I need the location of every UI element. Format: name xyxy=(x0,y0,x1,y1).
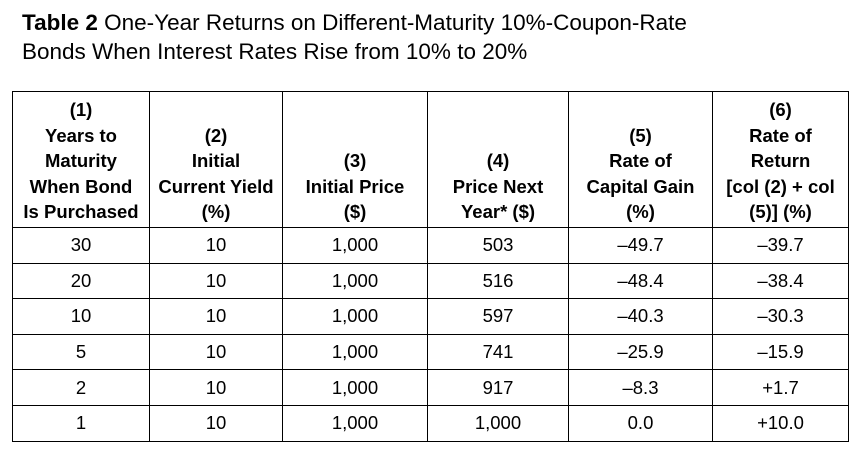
header-line: Return xyxy=(750,150,811,172)
header-line: Year* ($) xyxy=(460,201,536,223)
cell-years-to-maturity: 20 xyxy=(12,262,150,300)
cell-rate-of-return: –39.7 xyxy=(712,227,849,264)
cell-rate-of-return: +10.0 xyxy=(712,404,849,442)
header-row: (1) Years to Maturity When Bond Is Purch… xyxy=(12,91,849,228)
header-line: Maturity xyxy=(45,150,117,172)
cell-initial-price: 1,000 xyxy=(282,404,428,442)
header-line: Rate of xyxy=(609,150,672,172)
header-line: Price Next xyxy=(452,175,544,197)
cell-rate-of-capital-gain: –25.9 xyxy=(568,333,713,371)
cell-rate-of-capital-gain: –48.4 xyxy=(568,262,713,300)
header-line: (3) xyxy=(343,150,367,172)
title-line-2: Bonds When Interest Rates Rise from 10% … xyxy=(22,39,528,64)
title-line-1: Table 2 One-Year Returns on Different-Ma… xyxy=(22,8,687,37)
cell-initial-current-yield: 10 xyxy=(149,369,283,406)
header-line: (2) xyxy=(204,124,228,146)
cell-rate-of-capital-gain: 0.0 xyxy=(568,404,713,442)
cell-years-to-maturity: 10 xyxy=(12,298,150,335)
table-row: 30 10 1,000 503 –49.7 –39.7 xyxy=(12,227,849,264)
returns-table: (1) Years to Maturity When Bond Is Purch… xyxy=(12,91,849,442)
header-line: (5) xyxy=(629,124,652,146)
header-line: Is Purchased xyxy=(23,201,139,223)
header-line: Years to xyxy=(45,124,117,146)
table-body: 30 10 1,000 503 –49.7 –39.7 20 10 1,000 … xyxy=(12,227,849,442)
header-line: (5)] (%) xyxy=(749,201,812,223)
cell-years-to-maturity: 5 xyxy=(12,333,150,371)
header-years-to-maturity: (1) Years to Maturity When Bond Is Purch… xyxy=(12,91,150,228)
header-line: (1) xyxy=(69,99,93,121)
table-title: Table 2 One-Year Returns on Different-Ma… xyxy=(22,8,687,66)
header-line: Capital Gain xyxy=(586,175,695,197)
header-price-next-year: (4) Price Next Year* ($) xyxy=(427,91,569,228)
cell-price-next-year: 516 xyxy=(427,262,569,300)
cell-initial-current-yield: 10 xyxy=(149,404,283,442)
cell-rate-of-return: –30.3 xyxy=(712,298,849,335)
cell-price-next-year: 597 xyxy=(427,298,569,335)
table-header: (1) Years to Maturity When Bond Is Purch… xyxy=(12,91,849,228)
header-line: When Bond xyxy=(29,175,133,197)
cell-price-next-year: 741 xyxy=(427,333,569,371)
cell-rate-of-capital-gain: –40.3 xyxy=(568,298,713,335)
table-number-label: Table 2 xyxy=(22,10,98,35)
cell-initial-price: 1,000 xyxy=(282,333,428,371)
table-row: 2 10 1,000 917 –8.3 +1.7 xyxy=(12,369,849,406)
header-line: ($) xyxy=(343,201,367,223)
cell-price-next-year: 503 xyxy=(427,227,569,264)
header-line: (%) xyxy=(626,201,655,223)
cell-initial-current-yield: 10 xyxy=(149,298,283,335)
cell-initial-price: 1,000 xyxy=(282,298,428,335)
table-row: 10 10 1,000 597 –40.3 –30.3 xyxy=(12,298,849,335)
cell-rate-of-return: +1.7 xyxy=(712,369,849,406)
cell-rate-of-return: –15.9 xyxy=(712,333,849,371)
cell-price-next-year: 917 xyxy=(427,369,569,406)
header-line: Rate of xyxy=(749,124,812,146)
cell-initial-price: 1,000 xyxy=(282,227,428,264)
cell-rate-of-return: –38.4 xyxy=(712,262,849,300)
cell-rate-of-capital-gain: –8.3 xyxy=(568,369,713,406)
table-row: 1 10 1,000 1,000 0.0 +10.0 xyxy=(12,404,849,442)
title-text-1: One-Year Returns on Different-Maturity 1… xyxy=(104,10,687,35)
header-line: [col (2) + col xyxy=(726,175,835,197)
header-initial-price: (3) Initial Price ($) xyxy=(282,91,428,228)
cell-initial-price: 1,000 xyxy=(282,369,428,406)
header-line: (%) xyxy=(201,201,231,223)
header-line: (4) xyxy=(486,150,510,172)
header-line: Current Yield xyxy=(158,175,274,197)
cell-initial-current-yield: 10 xyxy=(149,333,283,371)
cell-years-to-maturity: 1 xyxy=(12,404,150,442)
header-line: Initial xyxy=(191,150,241,172)
header-line: (6) xyxy=(769,99,792,121)
cell-initial-current-yield: 10 xyxy=(149,262,283,300)
cell-price-next-year: 1,000 xyxy=(427,404,569,442)
header-line: Initial Price xyxy=(305,175,405,197)
header-initial-current-yield: (2) Initial Current Yield (%) xyxy=(149,91,283,228)
table-row: 5 10 1,000 741 –25.9 –15.9 xyxy=(12,333,849,371)
cell-rate-of-capital-gain: –49.7 xyxy=(568,227,713,264)
table-row: 20 10 1,000 516 –48.4 –38.4 xyxy=(12,262,849,300)
cell-initial-current-yield: 10 xyxy=(149,227,283,264)
cell-initial-price: 1,000 xyxy=(282,262,428,300)
header-rate-of-return: (6) Rate of Return [col (2) + col (5)] (… xyxy=(712,91,849,228)
cell-years-to-maturity: 2 xyxy=(12,369,150,406)
cell-years-to-maturity: 30 xyxy=(12,227,150,264)
header-rate-of-capital-gain: (5) Rate of Capital Gain (%) xyxy=(568,91,713,228)
